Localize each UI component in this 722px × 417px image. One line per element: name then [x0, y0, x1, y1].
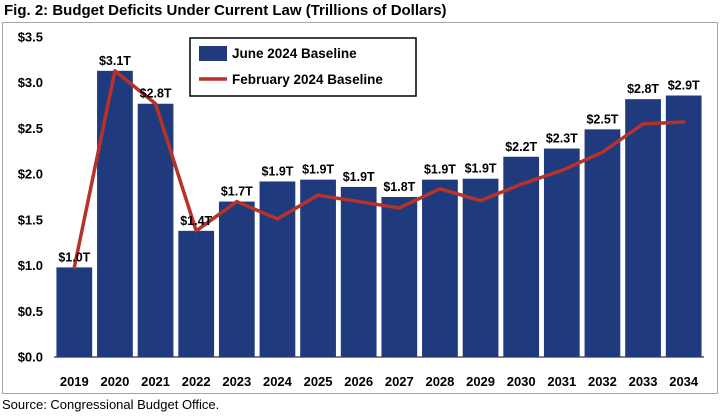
x-tick-label: 2032 — [588, 374, 617, 389]
bar-data-label: $1.9T — [424, 163, 456, 177]
y-tick-label: $0.5 — [18, 304, 43, 319]
y-tick-label: $0.0 — [18, 350, 43, 365]
bar-june-2024 — [665, 95, 702, 357]
bar-data-label: $3.1T — [99, 54, 131, 68]
line-february-2024 — [72, 69, 686, 270]
x-tick-label: 2033 — [629, 374, 658, 389]
y-tick-label: $1.5 — [18, 212, 43, 227]
chart-title: Fig. 2: Budget Deficits Under Current La… — [4, 2, 447, 19]
bar-data-label: $1.7T — [221, 185, 253, 199]
x-tick-label: 2020 — [100, 374, 129, 389]
bar-data-label: $1.0T — [58, 250, 90, 264]
x-tick-label: 2026 — [344, 374, 373, 389]
bar-data-label: $2.8T — [627, 82, 659, 96]
y-tick-label: $3.0 — [18, 75, 43, 90]
y-tick-label: $1.0 — [18, 258, 43, 273]
bar-data-label: $2.9T — [668, 79, 700, 93]
x-tick-label: 2028 — [425, 374, 454, 389]
bar-data-label: $1.9T — [261, 164, 293, 178]
bar-june-2024 — [503, 156, 540, 357]
bar-june-2024 — [340, 186, 377, 357]
x-tick-label: 2025 — [304, 374, 333, 389]
chart-frame — [2, 22, 718, 394]
bar-data-label: $1.9T — [343, 170, 375, 184]
legend-label-june: June 2024 Baseline — [232, 46, 357, 61]
legend-box — [189, 37, 417, 97]
bar-data-label: $1.9T — [465, 162, 497, 176]
bar-data-label: $2.2T — [505, 140, 537, 154]
bar-june-2024 — [422, 179, 458, 357]
bar-june-2024 — [218, 201, 255, 357]
x-tick-label: 2024 — [263, 374, 293, 389]
bar-data-label: $2.8T — [140, 87, 172, 101]
x-tick-label: 2031 — [547, 374, 576, 389]
x-tick-label: 2021 — [141, 374, 170, 389]
bar-data-label: $1.8T — [383, 180, 415, 194]
x-tick-label: 2030 — [507, 374, 536, 389]
bar-data-label: $1.4T — [180, 214, 212, 228]
bar-june-2024 — [625, 99, 661, 358]
bar-june-2024 — [56, 267, 93, 357]
x-tick-label: 2029 — [466, 374, 495, 389]
source-note: Source: Congressional Budget Office. — [2, 397, 220, 412]
bar-june-2024 — [543, 148, 580, 357]
bar-june-2024 — [381, 197, 418, 357]
x-tick-label: 2023 — [222, 374, 251, 389]
bar-june-2024 — [462, 178, 499, 357]
x-tick-label: 2034 — [669, 374, 699, 389]
bar-june-2024 — [300, 179, 336, 357]
legend-label-february: February 2024 Baseline — [232, 72, 383, 87]
x-tick-label: 2022 — [182, 374, 211, 389]
x-tick-label: 2019 — [60, 374, 89, 389]
legend-swatch-bar — [199, 46, 227, 61]
y-tick-label: $2.5 — [18, 121, 43, 136]
y-tick-label: $2.0 — [18, 167, 43, 182]
bar-data-label: $1.9T — [302, 163, 334, 177]
bar-june-2024 — [584, 129, 621, 357]
y-tick-label: $3.5 — [18, 30, 43, 45]
bar-june-2024 — [97, 70, 133, 357]
bar-june-2024 — [259, 181, 296, 357]
legend: June 2024 Baseline February 2024 Baselin… — [189, 37, 417, 97]
bar-june-2024 — [178, 230, 215, 357]
x-tick-label: 2027 — [385, 374, 414, 389]
bar-data-label: $2.5T — [586, 112, 618, 126]
bar-data-label: $2.3T — [546, 132, 578, 146]
